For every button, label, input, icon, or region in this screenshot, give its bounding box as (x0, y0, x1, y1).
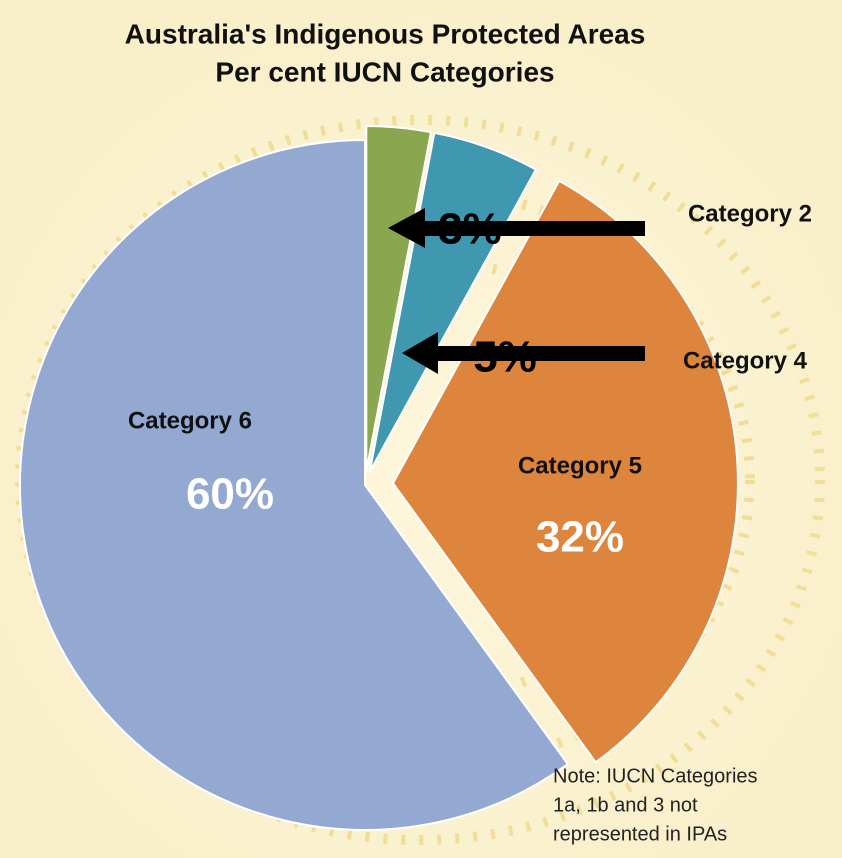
category-label: Category 6 (128, 407, 252, 434)
pie (19, 125, 739, 831)
pie-slice (391, 179, 739, 764)
pie-slice (19, 138, 570, 831)
chart-subtitle: Per cent IUCN Categories (215, 56, 554, 87)
chart-title: Australia's Indigenous Protected Areas (125, 18, 646, 49)
value-label: 60% (186, 470, 274, 519)
note-line: 1a, 1b and 3 not (553, 794, 698, 816)
category-label: Category 4 (683, 347, 808, 374)
value-labels: 3% 5% (438, 205, 537, 382)
category-label: Category 5 (518, 452, 642, 479)
value-label: 3% (438, 205, 502, 254)
arrow-shaft (430, 346, 645, 361)
note-line: represented in IPAs (553, 823, 727, 845)
note: Note: IUCN Categories 1a, 1b and 3 not rep… (553, 765, 758, 845)
pie-slice (365, 125, 433, 472)
arrow-head (388, 208, 425, 248)
pie-slice (368, 131, 538, 473)
note-line: Note: IUCN Categories (553, 765, 758, 787)
value-label: 32% (536, 513, 624, 562)
category-label: Category 2 (688, 200, 812, 227)
labels: Category 2 Category 4 Category 5 32% Categor… (128, 200, 812, 561)
arrows (388, 208, 645, 374)
value-label: 5% (473, 333, 537, 382)
arrow-shaft (415, 221, 645, 236)
arrow-head (402, 332, 438, 374)
